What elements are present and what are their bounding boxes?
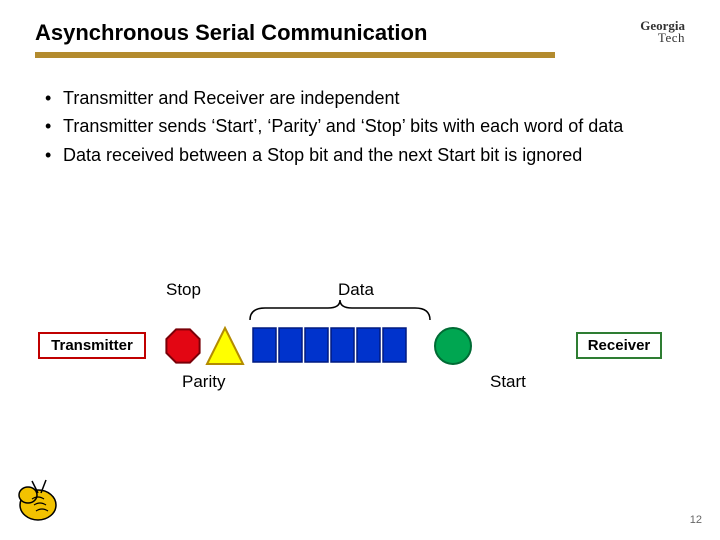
logo-line2: Tech (658, 32, 685, 44)
logo: Georgia Tech (640, 20, 685, 43)
list-item: Transmitter sends ‘Start’, ‘Parity’ and … (45, 114, 685, 138)
list-item: Transmitter and Receiver are independent (45, 86, 685, 110)
serial-diagram: Stop Data Parity Start Transmitter Recei… (0, 260, 720, 440)
page-number: 12 (690, 514, 702, 526)
title-rule (35, 52, 555, 58)
parity-label: Parity (182, 372, 225, 392)
mascot-icon (8, 475, 68, 532)
stop-label: Stop (166, 280, 201, 300)
receiver-box: Receiver (576, 332, 662, 359)
page-title: Asynchronous Serial Communication (35, 20, 555, 46)
start-label: Start (490, 372, 526, 392)
data-label: Data (338, 280, 374, 300)
header: Asynchronous Serial Communication Georgi… (35, 20, 685, 58)
transmitter-box: Transmitter (38, 332, 146, 359)
list-item: Data received between a Stop bit and the… (45, 143, 685, 167)
bullet-list: Transmitter and Receiver are independent… (35, 86, 685, 167)
